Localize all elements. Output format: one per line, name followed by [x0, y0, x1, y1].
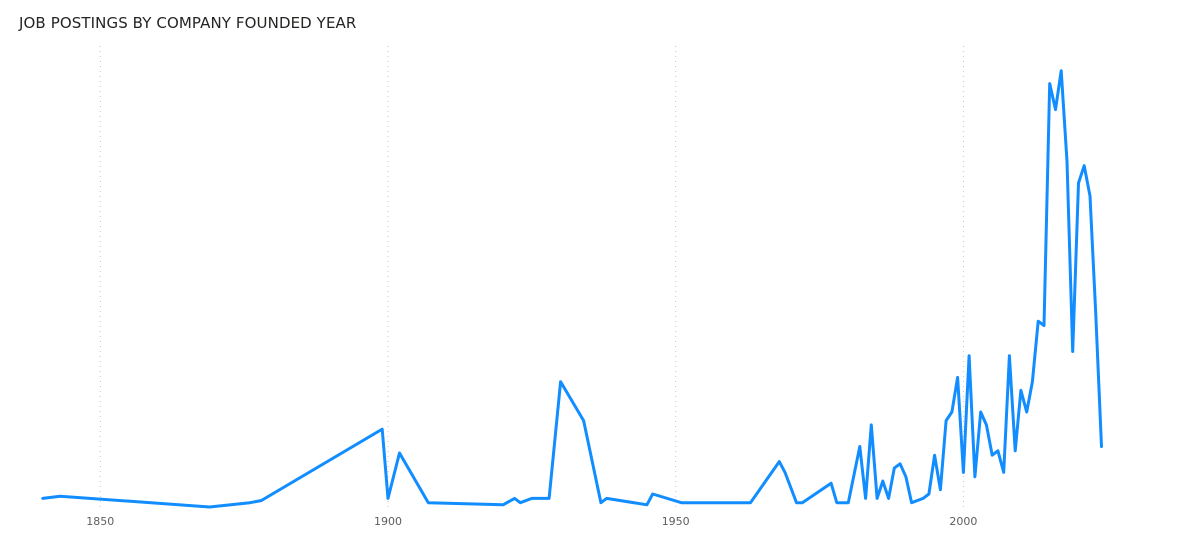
x-axis-ticks: 1850 1900 1950 2000 — [86, 515, 977, 528]
series-lines — [41, 69, 1103, 509]
x-tick-label: 1850 — [86, 515, 114, 528]
x-gridlines — [99, 46, 964, 510]
series-line-0[interactable] — [41, 69, 1103, 509]
x-tick-label: 1900 — [374, 515, 402, 528]
x-tick-label: 2000 — [949, 515, 977, 528]
chart-title: JOB POSTINGS BY COMPANY FOUNDED YEAR — [19, 14, 357, 32]
x-tick-label: 1950 — [662, 515, 690, 528]
